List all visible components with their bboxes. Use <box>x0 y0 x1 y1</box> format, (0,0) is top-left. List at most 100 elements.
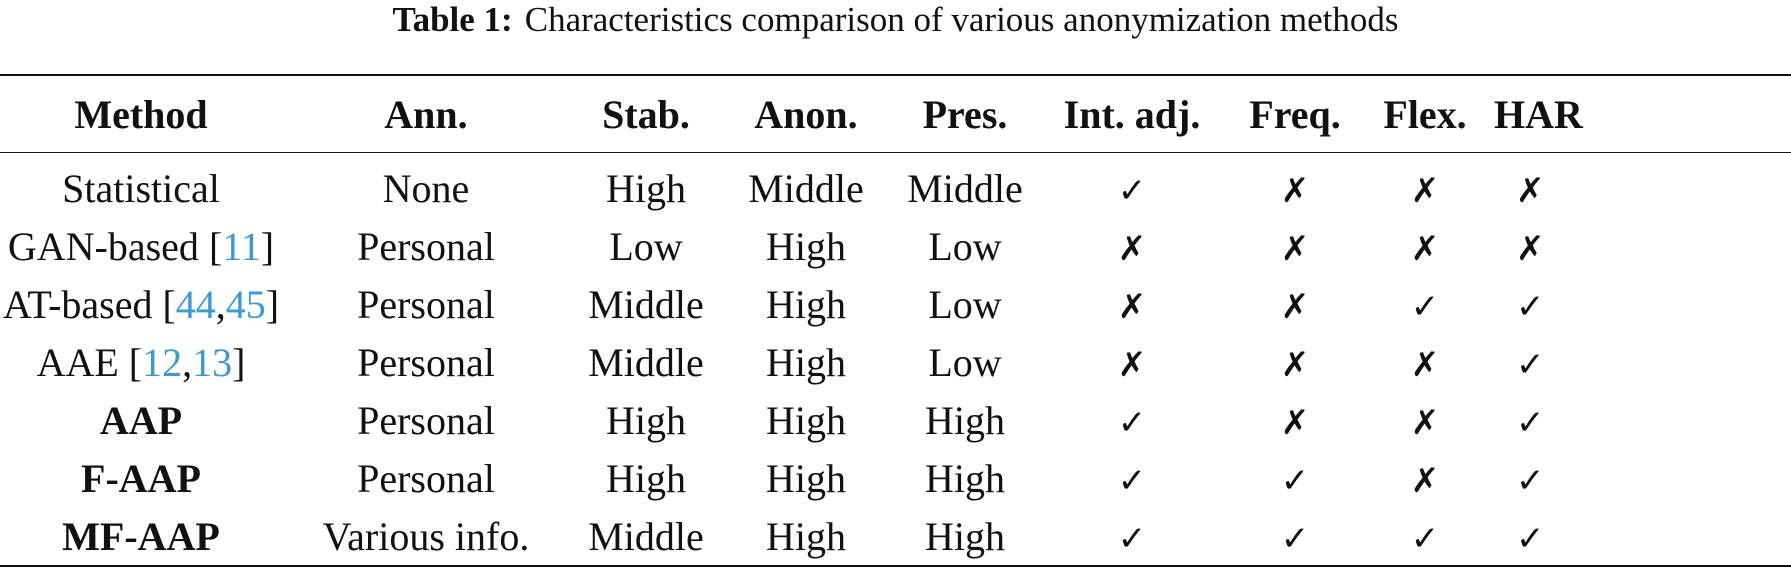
har-cell: ✓ <box>1484 449 1791 507</box>
pres-cell: Low <box>928 339 1002 385</box>
cross-icon: ✗ <box>1117 344 1147 385</box>
header-pres: Pres. <box>922 91 1008 137</box>
int-adj-cell: ✓ <box>1040 391 1224 449</box>
har-cell: ✓ <box>1484 391 1791 449</box>
citation-link[interactable]: 44 <box>175 281 216 327</box>
flex-cell: ✓ <box>1366 275 1484 333</box>
method-cell: AT-based [44,45] <box>0 275 282 333</box>
checkmark-icon: ✓ <box>1117 170 1147 211</box>
cross-icon: ✗ <box>1516 228 1545 269</box>
flex-cell: ✓ <box>1366 507 1484 566</box>
method-name: MF-AAP <box>62 513 220 559</box>
pres-cell: Low <box>928 223 1002 269</box>
method-name: AAP <box>99 397 183 443</box>
stab-cell: Low <box>609 223 683 269</box>
stab-cell: High <box>606 455 686 501</box>
cross-icon: ✗ <box>1280 286 1310 327</box>
header-method: Method <box>74 91 208 137</box>
table-caption: Table 1: Characteristics comparison of va… <box>0 0 1791 40</box>
citation-link[interactable]: 13 <box>192 339 233 385</box>
cross-icon: ✗ <box>1117 228 1147 269</box>
caption-text: Characteristics comparison of various an… <box>524 0 1399 39</box>
checkmark-icon: ✓ <box>1516 344 1545 385</box>
cross-icon: ✗ <box>1280 170 1310 211</box>
header-row: Method Ann. Stab. Anon. Pres. Int. adj. … <box>0 75 1791 153</box>
table-body: Statistical None High Middle Middle ✓ ✗ ✗ ✗ GAN-b… <box>0 153 1791 566</box>
method-name: AT-based <box>2 281 153 327</box>
method-name: GAN-based <box>7 223 199 269</box>
freq-cell: ✗ <box>1224 333 1366 391</box>
int-adj-cell: ✗ <box>1040 217 1224 275</box>
int-adj-cell: ✓ <box>1040 153 1224 218</box>
citation-link[interactable]: 11 <box>222 223 261 269</box>
citation-bracket-close: ] <box>260 223 275 269</box>
ann-cell: Various info. <box>322 513 530 559</box>
har-cell: ✗ <box>1484 217 1791 275</box>
method-cell: Statistical <box>0 153 282 218</box>
anon-cell: High <box>766 339 846 385</box>
citation-bracket-close: ] <box>232 339 246 385</box>
checkmark-icon: ✓ <box>1117 460 1147 501</box>
table-row: Statistical None High Middle Middle ✓ ✗ ✗ ✗ <box>0 153 1791 218</box>
comparison-table-wrapper: Method Ann. Stab. Anon. Pres. Int. adj. … <box>0 74 1791 567</box>
int-adj-cell: ✓ <box>1040 507 1224 566</box>
cross-icon: ✗ <box>1280 344 1310 385</box>
stab-cell: High <box>606 397 686 443</box>
cross-icon: ✗ <box>1410 344 1440 385</box>
checkmark-icon: ✓ <box>1516 286 1545 327</box>
checkmark-icon: ✓ <box>1516 518 1545 559</box>
har-cell: ✗ <box>1484 153 1791 218</box>
pres-cell: High <box>925 513 1005 559</box>
checkmark-icon: ✓ <box>1280 518 1310 559</box>
int-adj-cell: ✗ <box>1040 333 1224 391</box>
anon-cell: High <box>766 281 846 327</box>
table-row: F-AAP Personal High High High ✓ ✓ ✗ ✓ <box>0 449 1791 507</box>
stab-cell: Middle <box>588 513 704 559</box>
method-cell: MF-AAP <box>0 507 282 566</box>
flex-cell: ✗ <box>1366 217 1484 275</box>
flex-cell: ✗ <box>1366 153 1484 218</box>
header-har: HAR <box>1494 91 1583 137</box>
har-cell: ✓ <box>1484 507 1791 566</box>
anon-cell: High <box>766 513 846 559</box>
header-stab: Stab. <box>602 91 690 137</box>
ann-cell: Personal <box>357 397 495 443</box>
ann-cell: None <box>382 165 470 211</box>
method-cell: AAP <box>0 391 282 449</box>
ann-cell: Personal <box>357 281 495 327</box>
flex-cell: ✗ <box>1366 449 1484 507</box>
freq-cell: ✓ <box>1224 449 1366 507</box>
citation-link[interactable]: 12 <box>142 339 183 385</box>
method-cell: GAN-based [11] <box>0 217 282 275</box>
table-row: AT-based [44,45] Personal Middle High Low ✗ ✗ ✓… <box>0 275 1791 333</box>
citation-separator: , <box>182 339 193 385</box>
cross-icon: ✗ <box>1516 170 1545 211</box>
cross-icon: ✗ <box>1410 228 1440 269</box>
pres-cell: Low <box>928 281 1002 327</box>
header-int-adj: Int. adj. <box>1063 91 1201 137</box>
table-row: MF-AAP Various info. Middle High High ✓ ✓ ✓ ✓ <box>0 507 1791 566</box>
citation-separator: , <box>215 281 226 327</box>
citation-bracket-open: [ <box>198 223 223 269</box>
table-row: AAP Personal High High High ✓ ✗ ✗ ✓ <box>0 391 1791 449</box>
ann-cell: Personal <box>357 455 495 501</box>
ann-cell: Personal <box>357 339 495 385</box>
checkmark-icon: ✓ <box>1117 402 1147 443</box>
pres-cell: Middle <box>907 165 1023 211</box>
header-freq: Freq. <box>1249 91 1341 137</box>
pres-cell: High <box>925 397 1005 443</box>
flex-cell: ✗ <box>1366 333 1484 391</box>
citation-bracket-close: ] <box>265 281 280 327</box>
ann-cell: Personal <box>357 223 495 269</box>
cross-icon: ✗ <box>1280 402 1310 443</box>
cross-icon: ✗ <box>1410 402 1440 443</box>
har-cell: ✓ <box>1484 333 1791 391</box>
method-name: Statistical <box>62 165 220 211</box>
stab-cell: Middle <box>588 281 704 327</box>
comparison-table: Method Ann. Stab. Anon. Pres. Int. adj. … <box>0 74 1791 567</box>
citation-link[interactable]: 45 <box>225 281 266 327</box>
method-name: AAE <box>36 339 119 385</box>
freq-cell: ✗ <box>1224 217 1366 275</box>
checkmark-icon: ✓ <box>1516 402 1545 443</box>
freq-cell: ✗ <box>1224 391 1366 449</box>
